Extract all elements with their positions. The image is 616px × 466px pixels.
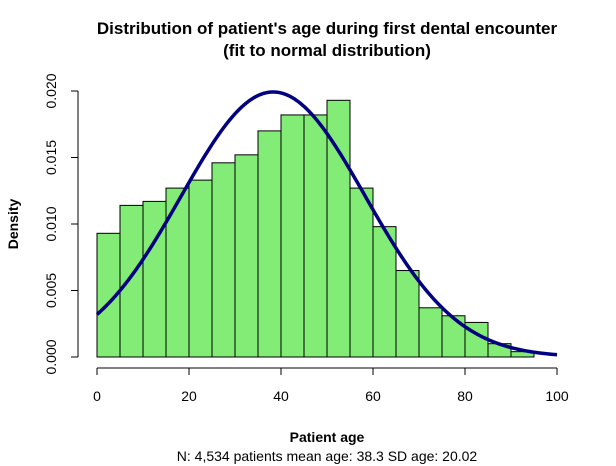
x-tick-label-5: 100 — [545, 388, 569, 404]
x-tick-label-3: 60 — [365, 388, 381, 404]
normal-fit-curve — [95, 90, 558, 357]
histogram-bar-8 — [280, 114, 305, 358]
chart-title: Distribution of patient's age during fir… — [97, 19, 558, 38]
x-axis: 0 20 40 60 80 100 — [93, 367, 569, 404]
x-tick-label-2: 40 — [273, 388, 289, 404]
histogram-bar-6 — [234, 154, 259, 358]
histogram-bar-2 — [142, 200, 167, 358]
y-tick-label-4: 0.020 — [43, 73, 59, 108]
x-tick-label-4: 80 — [457, 388, 473, 404]
y-tick-label-2: 0.010 — [43, 206, 59, 241]
x-tick-label-0: 0 — [93, 388, 101, 404]
histogram-bar-5 — [211, 162, 236, 358]
y-axis: 0.000 0.005 0.010 0.015 0.020 — [43, 73, 79, 375]
histogram-bar-11 — [349, 187, 374, 358]
y-tick-label-3: 0.015 — [43, 140, 59, 175]
chart-subtitle: (fit to normal distribution) — [223, 41, 431, 60]
x-axis-title: Patient age — [290, 429, 365, 445]
histogram-bar-7 — [257, 130, 282, 358]
y-tick-label-1: 0.005 — [43, 273, 59, 308]
histogram-bar-13 — [395, 270, 420, 358]
histogram-bar-1 — [119, 204, 144, 358]
histogram-bar-15 — [441, 315, 466, 358]
y-axis-title: Density — [5, 199, 21, 250]
chart-caption: N: 4,534 patients mean age: 38.3 SD age:… — [177, 448, 478, 464]
x-tick-label-1: 20 — [181, 388, 197, 404]
histogram-bar-12 — [372, 226, 397, 358]
histogram-bar-14 — [418, 307, 443, 358]
y-tick-label-0: 0.000 — [43, 339, 59, 374]
histogram-bar-4 — [188, 179, 213, 358]
histogram-bars — [96, 99, 535, 358]
histogram-bar-9 — [303, 114, 328, 358]
